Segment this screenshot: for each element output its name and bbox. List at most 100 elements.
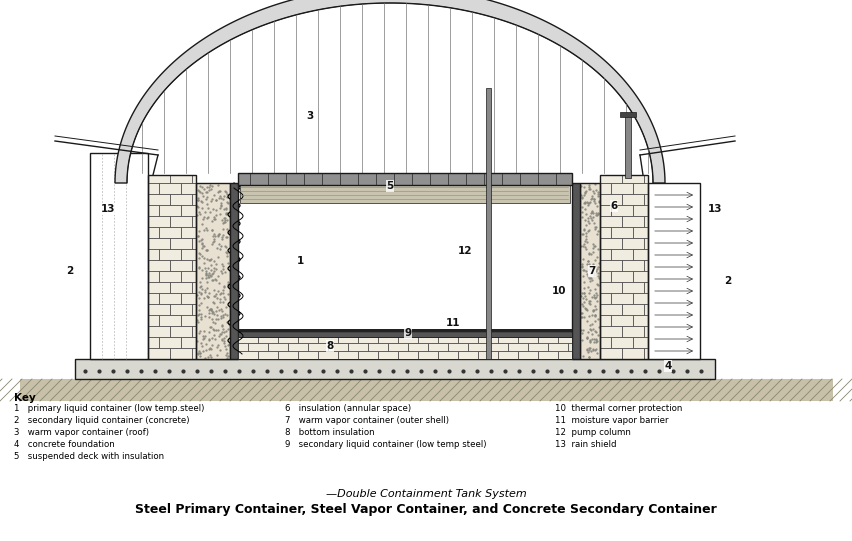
Bar — [285, 304, 295, 315]
Bar — [458, 351, 477, 359]
Bar — [263, 282, 285, 293]
Bar — [148, 293, 158, 304]
Bar — [181, 337, 196, 348]
Bar — [263, 326, 285, 337]
Bar — [572, 183, 579, 359]
Bar — [148, 337, 158, 348]
Bar — [196, 183, 230, 359]
Bar — [547, 343, 567, 351]
Bar — [621, 348, 643, 359]
Bar — [632, 183, 648, 194]
Bar — [621, 304, 643, 315]
Polygon shape — [115, 0, 665, 183]
Text: 11  moisture vapor barrier: 11 moisture vapor barrier — [555, 416, 668, 425]
Bar — [263, 216, 285, 227]
Bar — [192, 175, 196, 183]
Bar — [398, 337, 417, 343]
Bar — [170, 194, 192, 205]
Bar — [242, 304, 263, 315]
Bar — [308, 343, 328, 351]
Bar — [148, 205, 158, 216]
Bar — [196, 183, 230, 359]
Bar — [285, 348, 295, 359]
Bar — [192, 348, 196, 359]
Bar — [648, 183, 699, 359]
Bar — [158, 227, 181, 238]
Bar — [170, 348, 192, 359]
Bar — [643, 260, 648, 271]
Bar — [274, 249, 295, 260]
Bar — [487, 343, 508, 351]
Bar — [242, 227, 253, 238]
Bar — [148, 304, 170, 315]
Bar — [468, 343, 487, 351]
Bar — [263, 203, 285, 205]
Bar — [610, 271, 632, 282]
Bar — [192, 194, 196, 205]
Bar — [632, 249, 648, 260]
Bar — [158, 271, 181, 282]
Bar — [567, 343, 572, 351]
Bar — [599, 175, 648, 359]
Bar — [242, 315, 253, 326]
Text: 10: 10 — [551, 286, 566, 296]
Bar — [148, 348, 170, 359]
Bar — [238, 337, 572, 359]
Bar — [557, 337, 572, 343]
Text: 9: 9 — [404, 328, 411, 338]
Bar — [517, 351, 538, 359]
Bar — [599, 205, 610, 216]
Bar — [242, 238, 263, 249]
Bar — [643, 348, 648, 359]
Bar — [538, 351, 557, 359]
Text: 5   suspended deck with insulation: 5 suspended deck with insulation — [14, 452, 164, 461]
Bar — [610, 205, 632, 216]
Bar — [632, 293, 648, 304]
Bar — [238, 343, 248, 351]
Bar — [158, 315, 181, 326]
Text: 13: 13 — [101, 204, 115, 214]
Bar — [621, 282, 643, 293]
Text: 1: 1 — [296, 256, 303, 266]
Bar — [268, 343, 288, 351]
Bar — [579, 183, 599, 359]
Bar — [538, 337, 557, 343]
Bar — [253, 337, 274, 348]
Bar — [643, 282, 648, 293]
Bar — [498, 337, 517, 343]
Bar — [263, 348, 285, 359]
Bar — [253, 249, 274, 260]
Text: 12: 12 — [458, 246, 472, 256]
Text: 4   concrete foundation: 4 concrete foundation — [14, 440, 115, 449]
Bar — [632, 337, 648, 348]
Bar — [170, 216, 192, 227]
Bar — [148, 194, 170, 205]
Text: 13  rain shield: 13 rain shield — [555, 440, 616, 449]
Bar — [458, 337, 477, 343]
Bar — [610, 337, 632, 348]
Bar — [263, 260, 285, 271]
Bar — [643, 326, 648, 337]
Bar — [90, 153, 148, 359]
Bar — [527, 343, 547, 351]
Bar — [148, 238, 170, 249]
Text: 9   secondary liquid container (low temp steel): 9 secondary liquid container (low temp s… — [285, 440, 486, 449]
Bar — [337, 337, 358, 343]
Bar — [257, 351, 278, 359]
Bar — [285, 260, 295, 271]
Text: 6: 6 — [610, 201, 617, 211]
Bar — [192, 304, 196, 315]
Text: Steel Primary Container, Steel Vapor Container, and Concrete Secondary Container: Steel Primary Container, Steel Vapor Con… — [135, 503, 716, 516]
Text: 2: 2 — [66, 266, 73, 276]
Text: 4: 4 — [664, 361, 671, 371]
Bar — [297, 351, 318, 359]
Bar — [242, 249, 253, 260]
Bar — [477, 351, 498, 359]
Bar — [632, 205, 648, 216]
Bar — [181, 183, 196, 194]
Bar — [148, 227, 158, 238]
Bar — [253, 227, 274, 238]
Text: —Double Containment Tank System: —Double Containment Tank System — [325, 489, 526, 499]
Bar — [263, 304, 285, 315]
Bar — [285, 282, 295, 293]
